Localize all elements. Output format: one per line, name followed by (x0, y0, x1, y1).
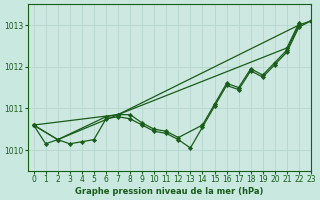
X-axis label: Graphe pression niveau de la mer (hPa): Graphe pression niveau de la mer (hPa) (75, 187, 263, 196)
